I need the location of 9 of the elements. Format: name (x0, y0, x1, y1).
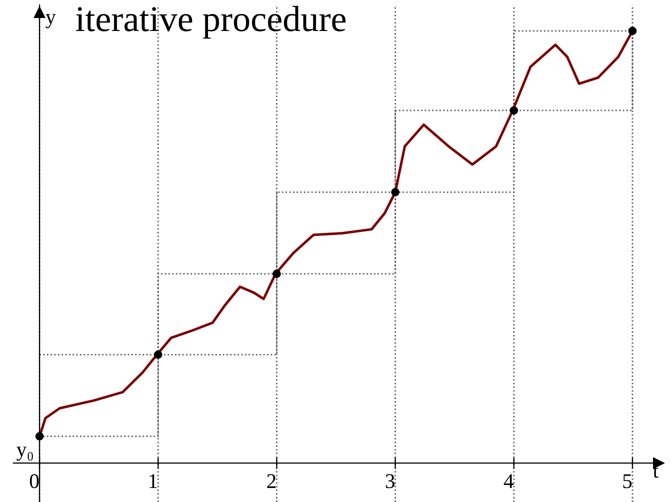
x-tick-label: 3 (386, 474, 394, 488)
y-axis-title: y (46, 14, 56, 28)
x-tick-label: 2 (267, 474, 276, 488)
x-tick-label: 1 (150, 474, 157, 488)
chart-title: iterative procedure (76, 6, 346, 39)
x-tick-label: 4 (504, 474, 514, 488)
x-tick-label: 0 (30, 474, 39, 488)
x-tick-label: 5 (623, 474, 632, 488)
annotation: y₀ (16, 446, 33, 461)
